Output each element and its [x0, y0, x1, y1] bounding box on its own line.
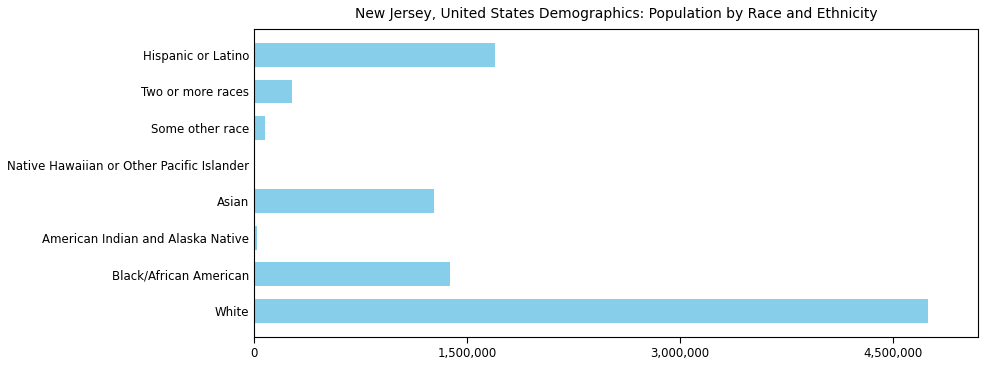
Bar — [254, 80, 293, 103]
Bar — [254, 226, 257, 250]
Bar — [254, 153, 255, 177]
Bar — [254, 43, 495, 67]
Bar — [254, 189, 434, 213]
Bar — [254, 299, 928, 323]
Title: New Jersey, United States Demographics: Population by Race and Ethnicity: New Jersey, United States Demographics: … — [355, 7, 878, 21]
Bar — [254, 262, 450, 286]
Bar — [254, 116, 265, 140]
